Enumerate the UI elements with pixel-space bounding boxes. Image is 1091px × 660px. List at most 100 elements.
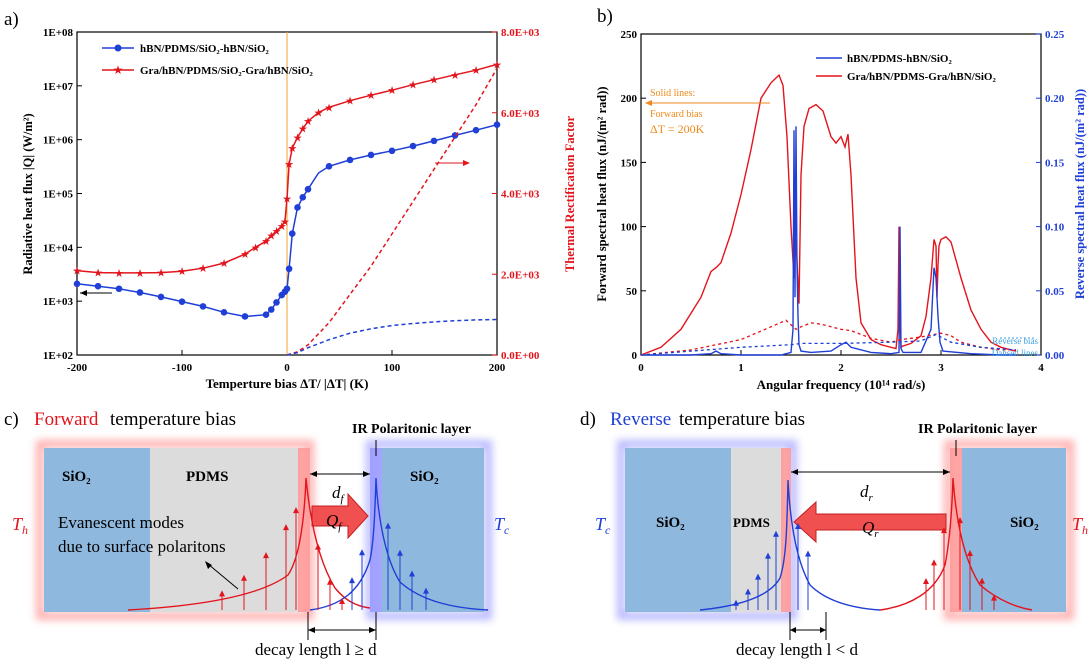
field-arrow-head: [795, 523, 801, 530]
panel-c-title-colored: Forward: [34, 409, 99, 430]
panel-a-data-point: [388, 147, 396, 155]
panel-a-x-tick-label: -100: [172, 362, 193, 374]
panel-d-pdms-layer: [731, 448, 783, 612]
panel-c-label: c): [4, 409, 19, 430]
panel-a-data-point: ★: [387, 85, 397, 97]
panel-d-blue-decay-curve: [699, 479, 881, 611]
panel-b-series-line-3: [640, 319, 1016, 356]
panel-a-data-point: ★: [177, 266, 187, 278]
panel-a-data-point: [472, 126, 480, 134]
panel-c-q-label: Qf: [326, 511, 343, 533]
panel-a-data-point: ★: [298, 124, 308, 136]
panel-a-y-right-tick-label: 8.0E+03: [501, 27, 540, 39]
panel-b-annotation-line-1: Solid lines:: [650, 88, 695, 99]
panel-b-y-left-label: Forward spectral heat flux (nJ/(m² rad)): [595, 86, 609, 301]
panel-a-legend-series-1: hBN/PDMS/SiO₂-hBN/SiO₂: [140, 43, 270, 55]
panel-a-data-point: [294, 204, 301, 211]
panel-b-y-left-tick-label: 100: [621, 222, 638, 234]
field-arrow-head: [385, 522, 391, 529]
panel-a-data-point: ★: [314, 107, 324, 119]
panel-a-data-point: ★: [408, 80, 418, 92]
panel-d-sio2-left-text: SiO₂: [656, 515, 685, 531]
panel-a-left-axis-arrow: [80, 290, 112, 296]
panel-b-y-right-tick-label: 0.00: [1045, 350, 1065, 362]
panel-a-y-right-tick-label: 2.0E+03: [501, 269, 540, 281]
panel-c-blue-decay-curve: [309, 477, 489, 611]
panel-c-evanescent-line-1: Evanescent modes: [58, 513, 184, 532]
panel-a-data-point: ★: [287, 143, 297, 155]
panel-b-x-tick-label: 3: [938, 362, 944, 374]
panel-b-y-left-tick-label: 150: [621, 157, 638, 169]
panel-a-data-point: [273, 299, 280, 306]
panel-a-chart: a) -200 -100 0 100 200 1E+02 1E+03 1E+04 1E+05 1E…: [4, 9, 577, 391]
panel-a-data-point: ★: [240, 249, 250, 261]
panel-d-pdms-text: PDMS: [733, 515, 770, 530]
panel-b-y-right-tick-label: 0.15: [1045, 157, 1065, 169]
panel-a-data-point: ★: [284, 159, 294, 171]
field-arrow-head: [957, 517, 963, 524]
panel-a-x-label: Temperture bias ΔT/ |ΔT| (K): [206, 376, 369, 391]
panel-a-data-point: ★: [280, 217, 290, 229]
panel-d-sio2-left-layer: [625, 448, 731, 612]
panel-b-annotation-line-2: Forward bias: [650, 109, 703, 120]
field-arrow-head: [979, 577, 985, 584]
panel-d-diagram: d) Reverse temperature bias IR Polariton…: [580, 409, 1088, 659]
panel-c-pdms-text: PDMS: [186, 469, 229, 485]
panel-a-data-point: [288, 230, 296, 237]
panel-a-data-point: ★: [293, 132, 303, 144]
field-arrow-head: [967, 549, 973, 556]
panel-b-y-right-tick-label: 0.05: [1045, 286, 1065, 298]
panel-a-data-point: [430, 137, 438, 145]
panel-b-reverse-line-1: Reverse bias: [992, 336, 1038, 346]
panel-a-data-point: ★: [251, 242, 261, 254]
panel-b-forward-annotation: Solid lines: Forward bias ΔT = 200K: [645, 88, 770, 136]
panel-d-th-label: Th: [1072, 514, 1088, 537]
field-arrow-head: [327, 578, 333, 585]
panel-c-polaritonic-left: [298, 448, 310, 612]
panel-a-series-line-4: [286, 318, 498, 356]
panel-b-annotation-line-3: ΔT = 200K: [650, 122, 705, 136]
field-arrow-head: [339, 597, 345, 604]
panel-a-data-point: ★: [135, 268, 145, 280]
field-arrow-head: [733, 599, 739, 606]
panel-d-title-rest: temperature bias: [679, 409, 805, 430]
panel-b-y-right-tick-label: 0.25: [1045, 29, 1065, 41]
panel-d-blue-field-arrows: [733, 523, 811, 610]
panel-a-data-point: ★: [471, 65, 481, 77]
field-arrow-head: [397, 549, 403, 556]
field-arrow-head: [923, 577, 929, 584]
panel-a-y-right-tick-label: 4.0E+03: [501, 189, 540, 201]
panel-d-tc-label: Tc: [595, 514, 611, 537]
panel-c-title-rest: temperature bias: [110, 409, 236, 430]
panel-d-polaritonic-label: IR Polaritonic layer: [918, 422, 1037, 437]
panel-a-y-right-tick-label: 6.0E+03: [501, 108, 540, 120]
panel-b-y-left-tick-label: 250: [621, 29, 638, 41]
panel-a-y-left-tick-label: 1E+02: [43, 350, 74, 362]
panel-d-red-field-arrows: [923, 517, 997, 610]
panel-a-data-point: ★: [198, 263, 208, 275]
panel-a-label: a): [4, 9, 19, 30]
panel-c-pdms-layer: [150, 448, 300, 612]
field-arrow-head: [315, 543, 321, 550]
panel-a-y-left-tick-label: 1E+06: [43, 135, 74, 147]
panel-b-y-left-tick-label: 200: [621, 93, 638, 105]
panel-d-label: d): [580, 409, 596, 430]
panel-d-decay-label: decay length l < d: [736, 640, 858, 659]
panel-a-data-point: [136, 289, 144, 296]
panel-b-legend-series-1: hBN/PDMS-hBN/SiO₂: [847, 53, 952, 65]
panel-a-data-point: [241, 313, 249, 320]
field-arrow-head: [755, 573, 761, 580]
panel-a-data-point: [115, 285, 123, 293]
panel-a-data-point: [267, 306, 275, 313]
panel-c-blue-field-arrows: [349, 522, 429, 610]
panel-d-gap-label: dr: [860, 482, 874, 504]
field-arrow-head: [773, 530, 779, 537]
panel-a-y-left-tick-label: 1E+07: [43, 81, 74, 93]
panel-a-y-left-tick-label: 1E+03: [43, 296, 74, 308]
panel-c-red-decay-curve: [127, 477, 371, 611]
panel-c-sio2-left-layer: [44, 448, 150, 612]
panel-c-sio2-right-layer: [382, 448, 484, 612]
panel-a-data-point: [409, 142, 417, 150]
panel-b-y-right-tick-label: 0.10: [1045, 222, 1065, 234]
panel-a-data-point: [346, 156, 354, 164]
